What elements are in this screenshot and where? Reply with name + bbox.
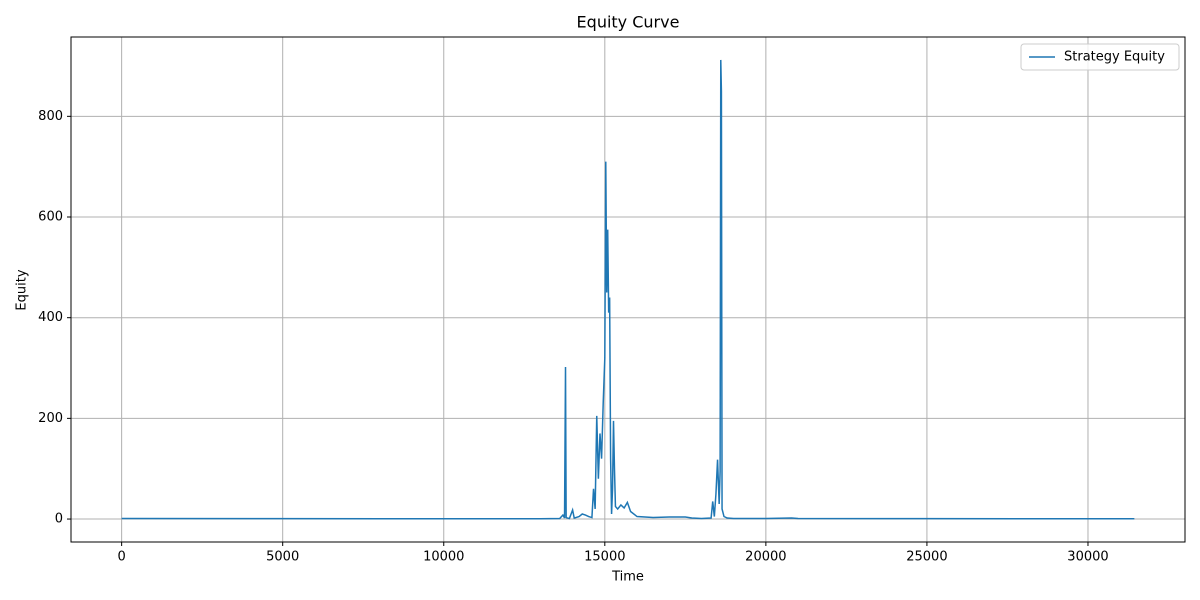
x-tick-label: 25000	[906, 550, 947, 565]
y-axis-label: Equity	[15, 269, 30, 310]
x-tick-label: 5000	[266, 550, 299, 565]
x-tick-label: 30000	[1067, 550, 1108, 565]
x-tick-label: 0	[117, 550, 125, 565]
y-tick-label: 600	[38, 210, 63, 225]
legend-label: Strategy Equity	[1064, 50, 1165, 65]
y-tick-label: 400	[38, 310, 63, 325]
y-tick-label: 200	[38, 411, 63, 426]
y-tick-label: 800	[38, 109, 63, 124]
series-line	[121, 59, 1135, 520]
plot-frame	[70, 36, 1186, 543]
chart-title: Equity Curve	[577, 13, 680, 32]
x-axis-label: Time	[611, 570, 644, 585]
legend-box	[1020, 43, 1180, 71]
y-tick-label: 0	[55, 512, 63, 527]
x-tick-label: 15000	[584, 550, 625, 565]
x-tick-label: 20000	[745, 550, 786, 565]
x-tick-label: 10000	[423, 550, 464, 565]
